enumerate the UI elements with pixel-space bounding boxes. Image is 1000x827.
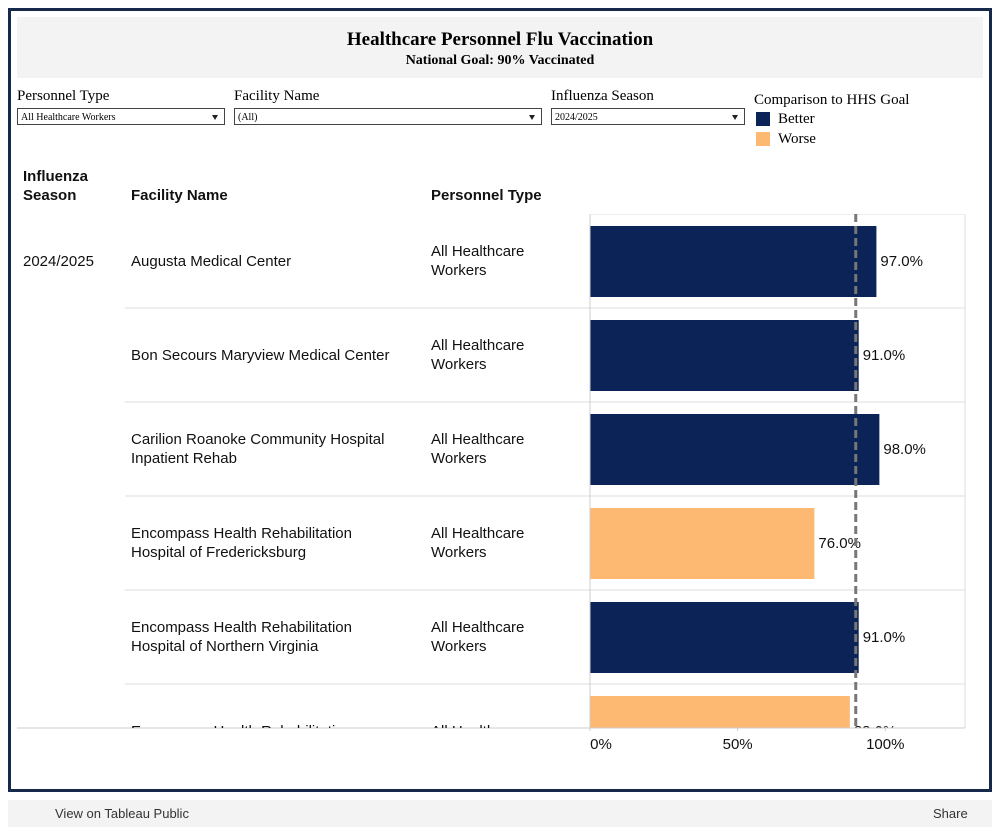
filter-label: Personnel Type [17, 88, 110, 104]
table-rows: 2024/2025 Augusta Medical Center All Healt… [0, 214, 1000, 728]
legend-label: Worse [778, 130, 816, 147]
bar [590, 226, 877, 297]
legend-item: Worse [754, 129, 954, 149]
personnel-cell: All Healthcare Workers [431, 243, 525, 279]
value-label: 91.0% [863, 629, 906, 646]
column-header: Personnel Type [431, 187, 542, 204]
facility-cell: Carilion Roanoke Community Hospital Inpa… [131, 431, 385, 467]
personnel-cell: All Healthcare [431, 684, 581, 729]
filter-dropdown[interactable]: All Healthcare Workers [17, 108, 225, 125]
facility-cell: Augusta Medical Center [131, 252, 292, 270]
bar [590, 696, 850, 728]
bar [590, 508, 815, 579]
x-tick-label: 0% [590, 736, 612, 753]
value-label: 97.0% [880, 253, 923, 270]
personnel-cell: All Healthcare Workers [431, 619, 525, 655]
filter-label: Influenza Season [551, 88, 654, 104]
x-tick-label: 50% [723, 736, 753, 753]
filter-dropdown[interactable]: 2024/2025 [551, 108, 745, 125]
bar [590, 414, 880, 485]
column-header: Facility Name [131, 187, 228, 204]
value-label: 91.0% [863, 347, 906, 364]
facility-cell: Bon Secours Maryview Medical Center [131, 346, 390, 364]
column-header: Influenza Season [23, 168, 89, 204]
share-button[interactable]: Share [933, 806, 968, 821]
facility-cell: Encompass Health Rehabilitation Hospital… [131, 619, 352, 655]
title: Healthcare Personnel Flu Vaccination [346, 29, 654, 50]
bar [590, 320, 859, 391]
legend-swatch [756, 112, 770, 126]
view-link[interactable]: View on Tableau Public [55, 806, 189, 821]
bar [590, 602, 859, 673]
x-tick-label: 100% [866, 736, 904, 753]
personnel-cell: All Healthcare Workers [431, 431, 525, 467]
header: Healthcare Personnel Flu Vaccination Nat… [17, 17, 983, 78]
legend: Comparison to HHS Goal Better Worse [754, 92, 954, 149]
frame [8, 8, 992, 792]
legend-title: Comparison to HHS Goal [754, 92, 910, 108]
legend-swatch [756, 132, 770, 146]
personnel-cell: All Healthcare Workers [431, 337, 525, 373]
value-label: 76.0% [818, 535, 861, 552]
facility-cell: Encompass Health Rehabilitation Hospital… [131, 525, 352, 561]
filter-label: Facility Name [234, 88, 320, 104]
personnel-cell: All Healthcare Workers [431, 525, 525, 561]
facility-cell: Encompass Health Rehabilitation [131, 684, 421, 729]
legend-items: Better Worse [754, 109, 954, 149]
value-label: 88.0% [854, 723, 897, 740]
legend-label: Better [778, 110, 815, 127]
chart-body: 97.0% 91.0% 98.0% 76.0% 91.0% 88.0% [125, 214, 966, 740]
subtitle: National Goal: 90% Vaccinated [405, 53, 595, 68]
legend-item: Better [754, 109, 954, 129]
value-label: 98.0% [883, 441, 926, 458]
filter-dropdown[interactable]: (All) [234, 108, 542, 125]
season-cell: 2024/2025 [23, 252, 94, 270]
toolbar: View on Tableau Public Share [8, 800, 992, 827]
